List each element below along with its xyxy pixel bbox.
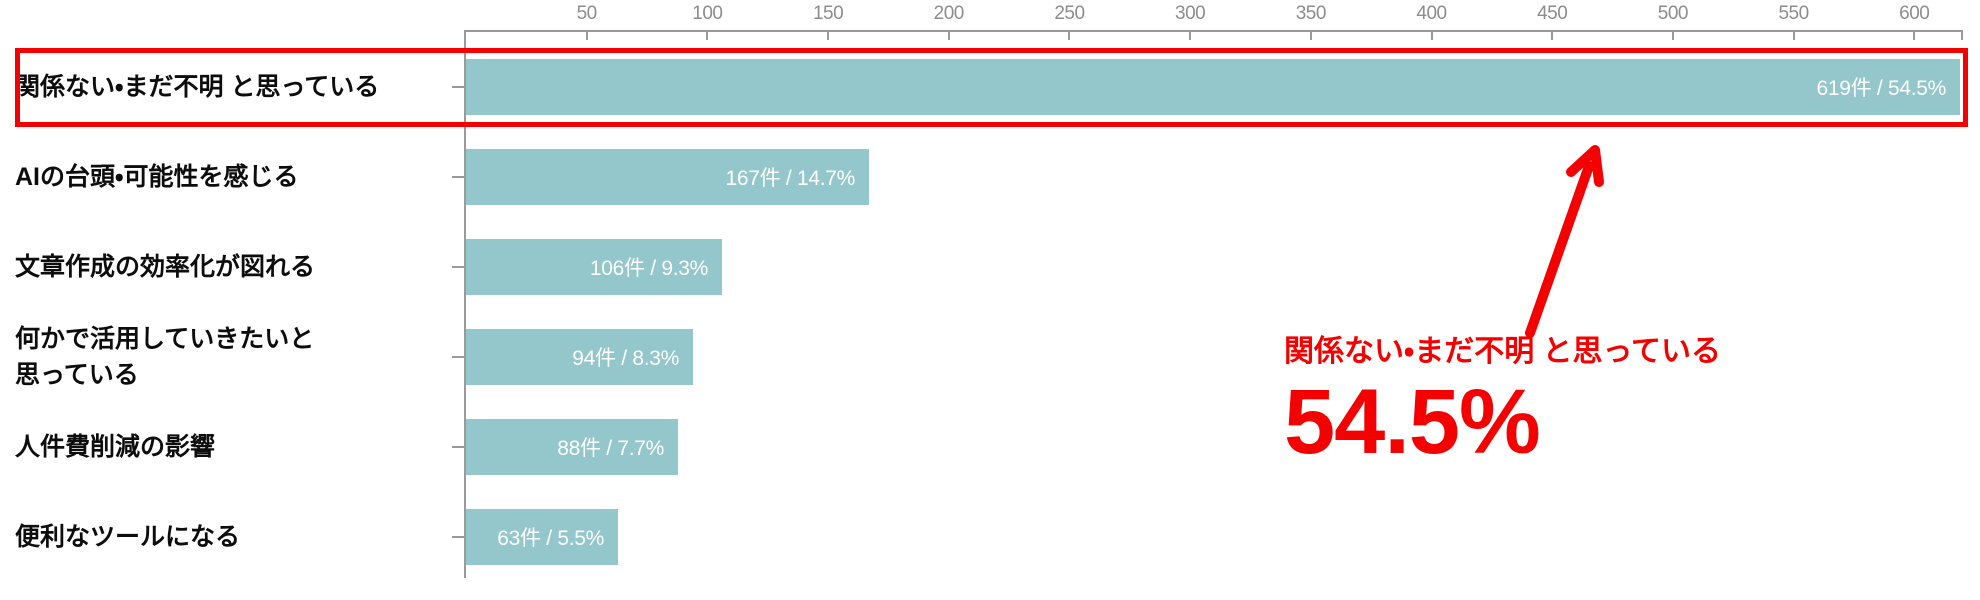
x-axis-tick-label: 200 bbox=[933, 3, 965, 24]
annotation-label: 関係ない・まだ不明 と思っている bbox=[1284, 335, 1722, 368]
x-axis-tick-mark bbox=[947, 30, 950, 40]
category-label: AIの台頭・可能性を感じる bbox=[15, 162, 299, 191]
x-axis-tick-label: 400 bbox=[1416, 3, 1447, 24]
bar: 167件 / 14.7% bbox=[466, 149, 869, 205]
category-label: 人件費削減の影響 bbox=[15, 432, 216, 461]
annotation-value: 54.5% bbox=[1284, 371, 1541, 473]
x-axis-tick-mark bbox=[585, 30, 588, 40]
y-axis-tick-mark bbox=[452, 536, 464, 538]
highlight-box bbox=[15, 48, 1968, 127]
bar-value-label: 94件 / 8.3% bbox=[572, 347, 679, 370]
x-axis-tick-mark bbox=[1309, 30, 1312, 40]
category-label: 文章作成の効率化が図れる bbox=[15, 252, 316, 281]
x-axis-tick-mark bbox=[1430, 30, 1433, 40]
bar-value-label: 88件 / 7.7% bbox=[557, 437, 664, 460]
bar: 619件 / 54.5% bbox=[466, 59, 1960, 115]
x-axis-tick-label: 550 bbox=[1778, 3, 1809, 24]
bar-value-label: 63件 / 5.5% bbox=[497, 527, 604, 550]
bar: 106件 / 9.3% bbox=[466, 239, 722, 295]
x-axis-tick-label: 600 bbox=[1899, 3, 1930, 24]
x-axis-tick-label: 50 bbox=[576, 3, 598, 24]
y-axis-tick-mark bbox=[452, 356, 464, 358]
bar: 63件 / 5.5% bbox=[466, 509, 618, 565]
x-axis-tick-label: 150 bbox=[812, 3, 844, 24]
bar-value-label: 106件 / 9.3% bbox=[589, 257, 708, 280]
x-axis-tick-label: 350 bbox=[1295, 3, 1327, 24]
y-axis-tick-mark bbox=[452, 86, 464, 88]
x-axis-tick-mark bbox=[1551, 30, 1554, 40]
bar: 94件 / 8.3% bbox=[466, 329, 693, 385]
x-axis-tick-label: 450 bbox=[1537, 3, 1568, 24]
x-axis-tick-mark bbox=[1961, 30, 1963, 40]
bar: 88件 / 7.7% bbox=[466, 419, 678, 475]
category-label: 関係ない・まだ不明 と思っている bbox=[15, 72, 380, 101]
x-axis-tick-mark bbox=[1068, 30, 1071, 40]
y-axis-tick-mark bbox=[452, 446, 464, 448]
x-axis-tick-mark bbox=[1913, 30, 1916, 40]
category-label: 便利なツールになる bbox=[15, 522, 241, 551]
x-axis-tick-label: 300 bbox=[1175, 3, 1206, 24]
x-axis-tick-label: 500 bbox=[1657, 3, 1689, 24]
y-axis-tick-mark bbox=[452, 266, 464, 268]
category-label: 何かで活用していきたいと 思っている bbox=[15, 324, 315, 389]
x-axis-tick-mark bbox=[1792, 30, 1795, 40]
y-axis-tick-mark bbox=[452, 176, 464, 178]
bar-value-label: 619件 / 54.5% bbox=[1816, 77, 1947, 100]
x-axis-tick-mark bbox=[706, 30, 709, 40]
y-axis-line bbox=[464, 30, 466, 578]
x-axis-tick-mark bbox=[1189, 30, 1192, 40]
x-axis-tick-label: 100 bbox=[692, 3, 723, 24]
bar-value-label: 167件 / 14.7% bbox=[725, 167, 856, 190]
x-axis-tick-label: 250 bbox=[1054, 3, 1085, 24]
x-axis-line bbox=[464, 30, 1963, 32]
x-axis-tick-mark bbox=[827, 30, 830, 40]
x-axis-tick-mark bbox=[1671, 30, 1674, 40]
